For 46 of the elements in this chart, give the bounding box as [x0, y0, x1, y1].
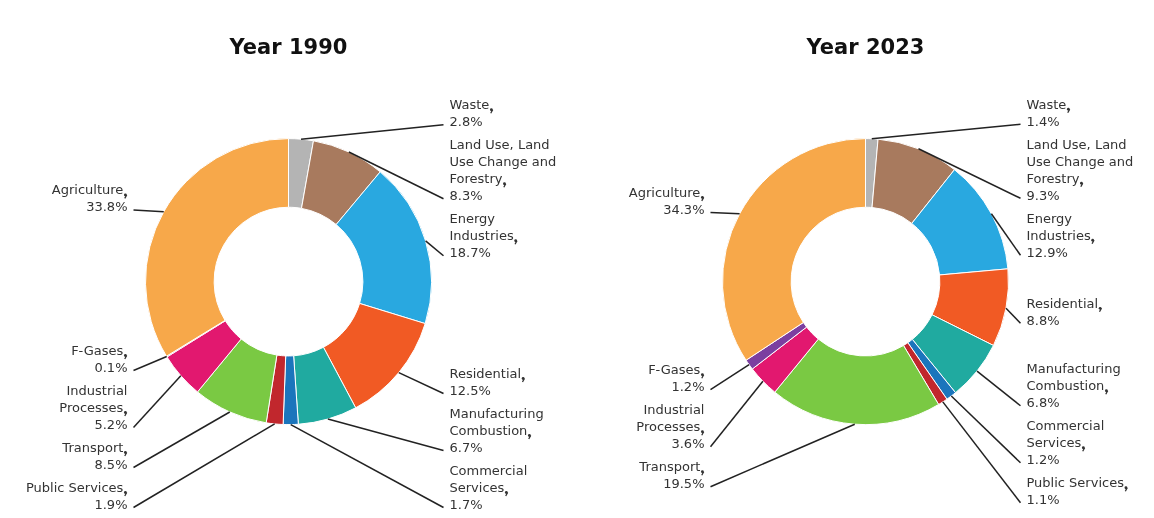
slice-label: Residential — [449, 365, 522, 381]
slice-label: F-Gases — [71, 342, 124, 358]
data-label: 19.5% — [663, 476, 705, 492]
slice-label: Residential — [1026, 295, 1099, 311]
data-label: 1.2% — [671, 379, 705, 395]
slice-label: Transport — [638, 459, 701, 475]
slice-label: Commercial Services — [1026, 418, 1105, 451]
slice-label: Energy Industries — [449, 211, 514, 244]
slice-label: Public Services — [25, 479, 124, 495]
data-label: 9.3% — [1026, 187, 1060, 203]
data-label: 3.6% — [671, 436, 705, 452]
data-label: 33.8% — [86, 199, 128, 215]
data-label: 1.4% — [1026, 113, 1060, 129]
slice-label: Transport — [61, 439, 124, 455]
data-label: 8.5% — [94, 456, 128, 472]
slice-label: Industrial Processes — [636, 402, 705, 435]
slice-label: Waste — [1026, 96, 1067, 112]
data-label: 0.1% — [94, 359, 128, 375]
data-label: 6.7% — [449, 439, 483, 455]
slice-label: Land Use, Land Use Change and Forestry — [449, 137, 557, 187]
data-label: 2.8% — [449, 114, 483, 130]
data-label: 1.1% — [1026, 492, 1060, 508]
data-label: 1.7% — [449, 496, 483, 512]
data-label: 34.3% — [663, 201, 705, 217]
slice-label: Manufacturing Combustion — [1026, 361, 1121, 394]
data-label: 12.9% — [1026, 244, 1068, 260]
slice-label: Land Use, Land Use Change and Forestry — [1026, 136, 1134, 186]
slice-label: Commercial Services — [449, 462, 528, 495]
slice-label: Public Services — [1026, 475, 1125, 491]
slice-label: Agriculture — [628, 184, 701, 200]
slice-label: Agriculture — [51, 182, 124, 198]
data-label: 18.7% — [449, 245, 491, 261]
chart-title: Year 1990 — [228, 35, 348, 60]
slice-label: Industrial Processes — [59, 382, 128, 415]
slice-label: Waste — [449, 97, 490, 113]
data-label: 8.8% — [1026, 312, 1060, 328]
data-label: 12.5% — [449, 382, 491, 398]
data-label: 6.8% — [1026, 395, 1060, 411]
chart-title: Year 2023 — [805, 35, 925, 60]
data-label: 1.2% — [1026, 452, 1060, 468]
data-label: 8.3% — [449, 188, 483, 204]
slice-label: Manufacturing Combustion — [449, 405, 544, 438]
slice-label: Energy Industries — [1026, 210, 1091, 243]
data-label: 5.2% — [94, 416, 128, 432]
data-label: 1.9% — [94, 496, 128, 512]
slice-label: F-Gases — [648, 362, 701, 378]
